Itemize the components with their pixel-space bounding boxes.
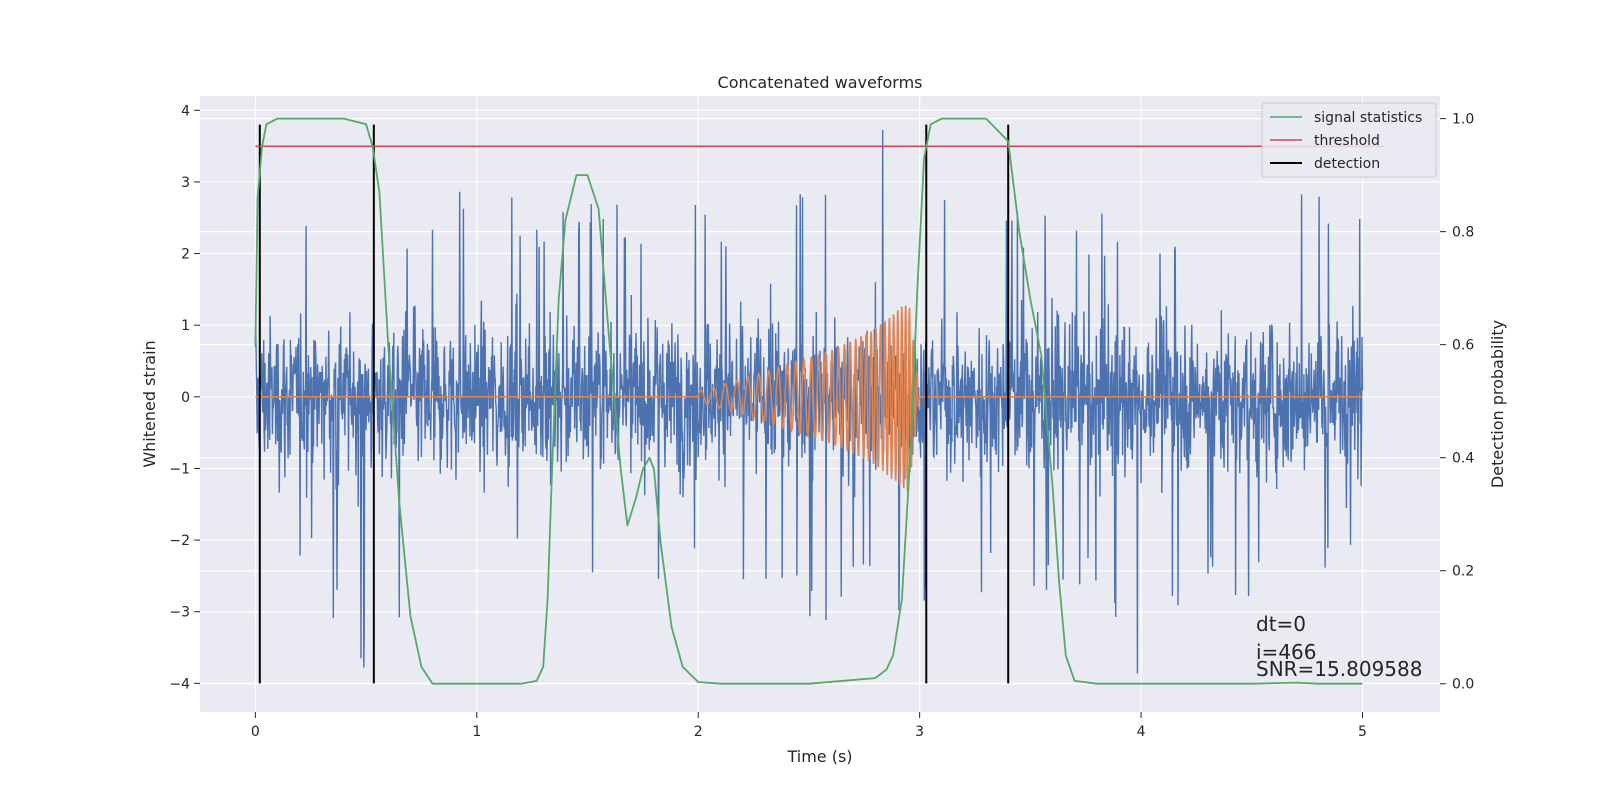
legend-label-threshold: threshold — [1314, 133, 1380, 149]
chart-title: Concatenated waveforms — [718, 73, 923, 92]
x-tick-label: 4 — [1137, 724, 1146, 740]
x-tick-label: 1 — [472, 724, 481, 740]
legend-label-detection: detection — [1314, 156, 1380, 172]
x-tick-label: 5 — [1358, 724, 1367, 740]
x-axis-title: Time (s) — [786, 747, 852, 766]
strain-line — [254, 129, 1364, 674]
y-tick-label: −1 — [169, 461, 190, 477]
legend-box — [1261, 102, 1437, 178]
y-tick-label: 4 — [181, 103, 190, 119]
y-tick-label: −4 — [169, 676, 190, 692]
y2-tick-label: 0.6 — [1452, 338, 1474, 354]
x-tick-label: 2 — [694, 724, 703, 740]
y2-tick-label: 1.0 — [1452, 112, 1474, 128]
signal-statistics-line — [254, 117, 1363, 685]
y-tick-label: −2 — [169, 533, 190, 549]
y-axis-left: −4 −3 −2 −1 0 1 2 3 4 — [169, 103, 200, 692]
y2-tick-label: 0.4 — [1452, 451, 1474, 467]
template-chirp-line — [255, 305, 1363, 492]
annotation-dt: dt=0 — [1256, 612, 1306, 636]
y2-tick-label: 0.8 — [1452, 225, 1474, 241]
y2-axis-title: Detection probability — [1488, 320, 1507, 488]
legend-label-signal-statistics: signal statistics — [1314, 110, 1422, 126]
annotation-snr: SNR=15.809588 — [1256, 657, 1422, 681]
y-tick-label: 2 — [181, 247, 190, 263]
y2-tick-label: 0.0 — [1452, 677, 1474, 693]
y-tick-label: 1 — [181, 318, 190, 334]
y-tick-label: 0 — [181, 390, 190, 406]
legend: signal statistics threshold detection — [1261, 102, 1437, 178]
y-axis-title: Whitened strain — [140, 340, 159, 467]
y-axis-right: 0.0 0.2 0.4 0.6 0.8 1.0 — [1440, 112, 1474, 693]
x-axis: 0 1 2 3 4 5 — [251, 712, 1367, 740]
y-tick-label: 3 — [181, 175, 190, 191]
plot-series — [254, 117, 1385, 685]
y2-tick-label: 0.2 — [1452, 564, 1474, 580]
annotation-index: i=466 — [1256, 640, 1317, 664]
x-tick-label: 0 — [251, 724, 260, 740]
y-tick-label: −3 — [169, 605, 190, 621]
x-tick-label: 3 — [915, 724, 924, 740]
